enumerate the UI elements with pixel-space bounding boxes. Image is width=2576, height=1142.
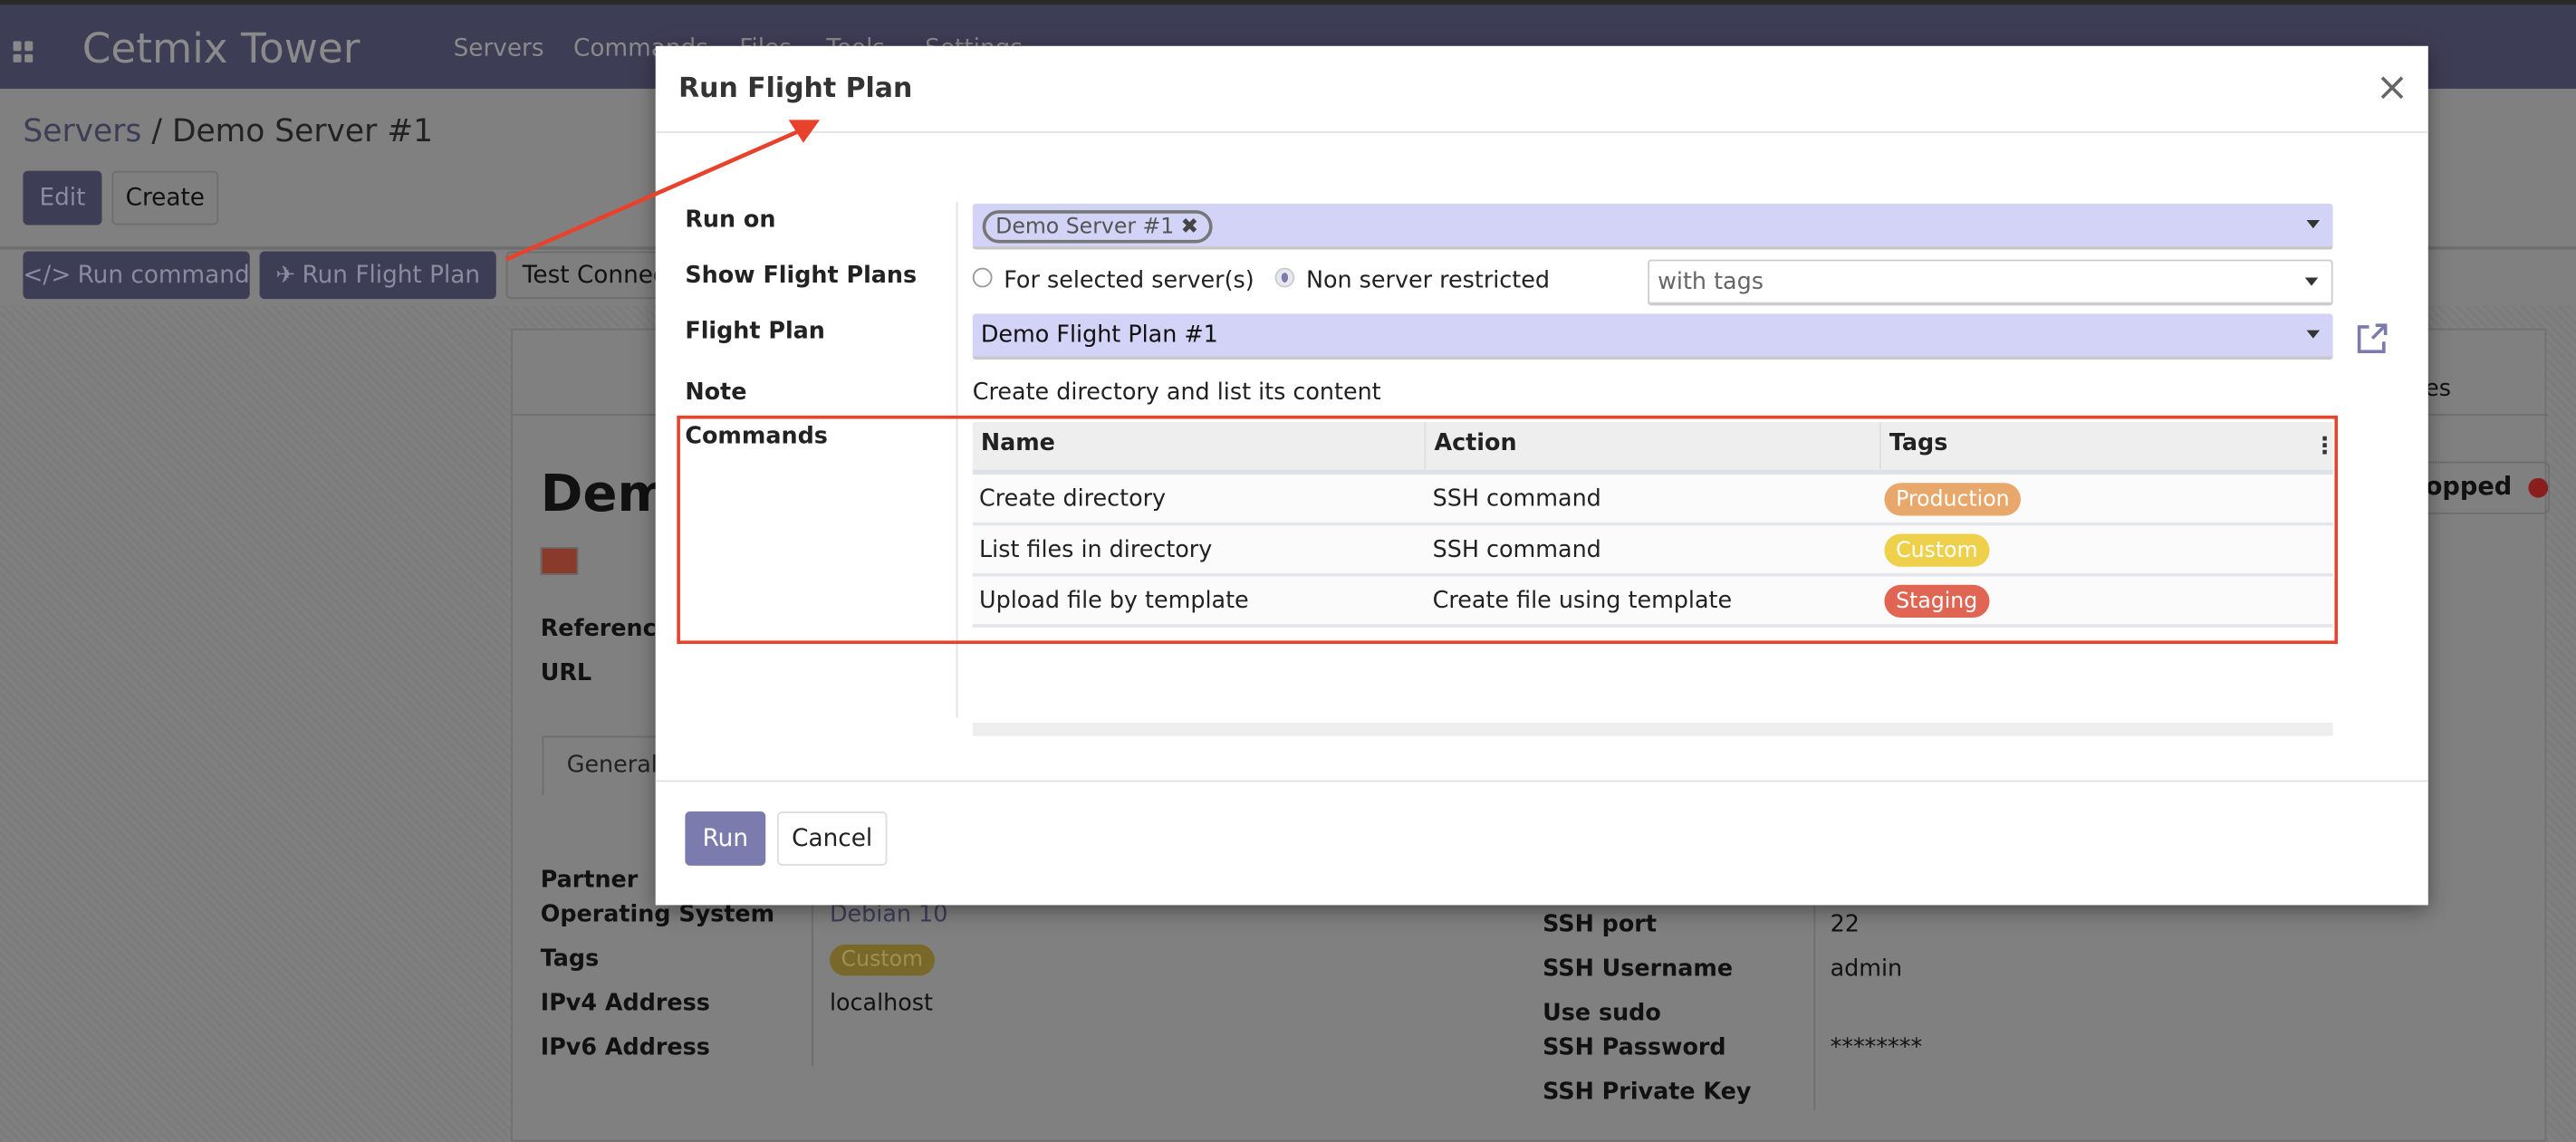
close-icon[interactable]: ×	[2375, 63, 2409, 110]
create-button[interactable]: Create	[111, 170, 219, 226]
radio-for-selected-servers[interactable]	[972, 267, 993, 288]
tag-badge: Custom	[1884, 533, 1990, 567]
cell-name: Create directory	[979, 485, 1167, 513]
chip-label: Demo Server #1	[995, 214, 1175, 239]
tags-label: Tags	[540, 945, 600, 973]
run-command-label: Run command	[77, 262, 250, 289]
dialog-title: Run Flight Plan	[678, 72, 913, 104]
breadcrumb: Servers / Demo Server #1	[23, 113, 433, 149]
radio-non-server-restricted-label[interactable]: Non server restricted	[1305, 267, 1550, 294]
edit-button[interactable]: Edit	[23, 170, 102, 226]
cancel-button[interactable]: Cancel	[776, 811, 888, 866]
plane-icon: ✈	[275, 262, 296, 289]
os-label: Operating System	[540, 901, 775, 928]
partner-label: Partner	[540, 867, 639, 894]
column-header-tags[interactable]: Tags	[1880, 422, 2333, 470]
table-row[interactable]: Upload file by template Create file usin…	[972, 576, 2333, 628]
code-icon: </>	[23, 262, 72, 289]
breadcrumb-separator: /	[151, 113, 162, 150]
commands-label: Commands	[685, 423, 828, 450]
url-label: URL	[540, 660, 592, 687]
ipv4-value: localhost	[829, 990, 933, 1017]
external-link-icon[interactable]	[2354, 321, 2390, 357]
radio-non-server-restricted[interactable]	[1274, 267, 1295, 288]
annotation-highlight-box	[677, 415, 2339, 645]
ssh-password-value: ********	[1830, 1034, 1923, 1061]
run-flight-plan-label: Run Flight Plan	[302, 262, 481, 289]
ssh-username-value: admin	[1830, 955, 1903, 983]
chevron-down-icon[interactable]	[2306, 220, 2321, 229]
ssh-port-value: 22	[1830, 911, 1860, 938]
tab-right[interactable]: es	[2425, 376, 2452, 403]
ipv4-label: IPv4 Address	[540, 990, 710, 1017]
color-swatch[interactable]	[540, 546, 579, 575]
tags-select-placeholder: with tags	[1658, 269, 1764, 296]
cell-action: Create file using template	[1432, 588, 1733, 615]
column-header-action[interactable]: Action	[1426, 422, 1881, 470]
ssh-port-label: SSH port	[1543, 911, 1657, 938]
tag-badge: Production	[1884, 483, 2022, 516]
apps-grid-icon[interactable]	[13, 41, 35, 62]
run-button[interactable]: Run	[685, 811, 766, 866]
divider	[812, 888, 813, 1067]
os-value[interactable]: Debian 10	[829, 901, 948, 928]
radio-for-selected-servers-label[interactable]: For selected server(s)	[1004, 267, 1254, 294]
reference-label: Reference	[540, 616, 672, 643]
menu-servers[interactable]: Servers	[453, 35, 544, 62]
table-row[interactable]: List files in directory SSH command Cust…	[972, 525, 2333, 577]
flight-plan-field[interactable]: Demo Flight Plan #1	[972, 313, 2333, 360]
ssh-password-label: SSH Password	[1543, 1034, 1726, 1061]
chevron-down-icon[interactable]	[2304, 277, 2319, 286]
tag-badge: Staging	[1884, 584, 1989, 618]
remove-chip-icon[interactable]: ✖	[1180, 214, 1199, 239]
divider	[1813, 888, 1816, 1111]
show-flight-plans-label: Show Flight Plans	[685, 263, 918, 290]
server-chip: Demo Server #1 ✖	[982, 210, 1212, 244]
run-flight-plan-dialog: Run Flight Plan × Run on Show Flight Pla…	[655, 45, 2428, 906]
header-divider	[972, 469, 2333, 475]
cell-name: Upload file by template	[979, 588, 1249, 615]
breadcrumb-current: Demo Server #1	[171, 113, 434, 150]
dialog-footer-divider	[655, 780, 2428, 782]
cell-name: List files in directory	[979, 537, 1213, 564]
brand[interactable]: Cetmix Tower	[82, 24, 360, 72]
status-dot-icon	[2528, 476, 2549, 497]
ipv6-label: IPv6 Address	[540, 1034, 710, 1061]
dialog-header-divider	[655, 131, 2428, 133]
column-header-name[interactable]: Name	[972, 422, 1427, 470]
breadcrumb-servers[interactable]: Servers	[23, 113, 142, 150]
window-top-strip	[0, 0, 2576, 5]
ssh-username-label: SSH Username	[1543, 955, 1734, 983]
chevron-down-icon[interactable]	[2306, 330, 2321, 339]
flight-plan-label: Flight Plan	[685, 318, 825, 345]
table-row[interactable]: Create directory SSH command Production	[972, 475, 2333, 526]
run-flight-plan-button[interactable]: ✈ Run Flight Plan	[259, 251, 496, 300]
run-command-button[interactable]: </> Run command	[23, 251, 250, 300]
cell-action: SSH command	[1432, 537, 1601, 564]
tags-select[interactable]: with tags	[1648, 259, 2333, 306]
column-options-icon[interactable]: ⋮	[2312, 433, 2337, 460]
flight-plan-value: Demo Flight Plan #1	[980, 321, 1218, 349]
cell-action: SSH command	[1432, 485, 1601, 513]
divider	[956, 202, 958, 718]
tab-general[interactable]: General	[542, 735, 674, 795]
ssh-private-key-label: SSH Private Key	[1543, 1079, 1752, 1106]
note-label: Note	[685, 379, 747, 407]
use-sudo-label: Use sudo	[1543, 1000, 1661, 1027]
run-on-field[interactable]: Demo Server #1 ✖	[972, 203, 2333, 250]
note-value: Create directory and list its content	[972, 379, 1381, 407]
table-footer-bar	[972, 723, 2333, 736]
tag-badge: Custom	[829, 944, 935, 976]
run-on-label: Run on	[685, 206, 776, 234]
